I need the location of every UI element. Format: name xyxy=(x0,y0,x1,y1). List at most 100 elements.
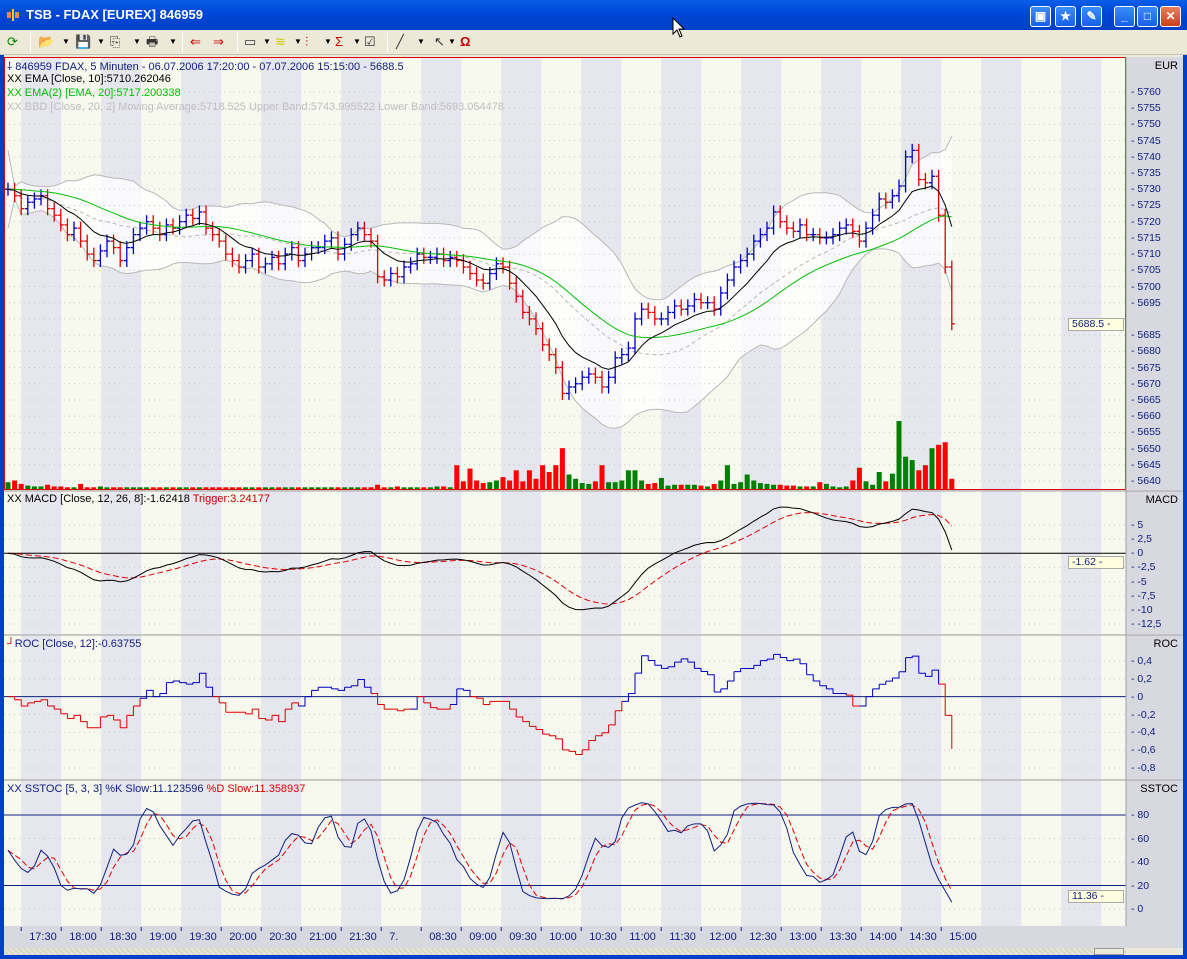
axis-tick-label: - -0,4 xyxy=(1131,726,1156,739)
copy-icon[interactable]: ⎘ xyxy=(110,34,121,49)
ohlc-bar xyxy=(731,260,737,287)
volume-bar xyxy=(368,487,374,489)
ohlc-bar xyxy=(889,189,896,209)
chevron-down-icon[interactable]: ▼ xyxy=(133,37,141,46)
volume-bar xyxy=(599,465,605,489)
chevron-down-icon[interactable]: ▼ xyxy=(97,37,105,46)
ohlc-bar xyxy=(480,273,487,290)
roc-step-segment xyxy=(133,698,141,707)
volume-bar xyxy=(454,465,460,489)
time-axis-label: 14:30 xyxy=(909,931,937,943)
leaf-icon[interactable]: ✎ xyxy=(1081,6,1102,27)
axis-tick-label: - 5745 xyxy=(1131,134,1161,147)
scroll-left-icon[interactable]: ⇐ xyxy=(190,34,201,49)
roc-step-segment xyxy=(252,708,260,719)
roc-step-segment xyxy=(417,696,425,703)
time-stripe xyxy=(1061,780,1102,926)
volume-bar xyxy=(170,487,176,489)
ohlc-bar xyxy=(275,250,282,271)
time-axis-label: 14:00 xyxy=(869,931,897,943)
ohlc-bar xyxy=(302,247,308,268)
pointer-icon[interactable]: ↖ xyxy=(434,34,445,49)
time-axis-label: 13:00 xyxy=(789,931,817,943)
close-button[interactable]: ✕ xyxy=(1160,6,1181,27)
roc-step-segment xyxy=(925,670,933,677)
volume-bar xyxy=(447,487,453,489)
roc-step-segment xyxy=(100,715,108,718)
sigma-icon[interactable]: Σ xyxy=(335,34,344,49)
volume-bar xyxy=(540,465,546,489)
axis-tick-label: - 5735 xyxy=(1131,167,1161,180)
magnet-icon[interactable]: Ω xyxy=(460,34,471,49)
volume-bar xyxy=(837,487,843,489)
roc-step-segment xyxy=(21,702,29,707)
bollinger-lower-band xyxy=(7,197,953,429)
roc-step-segment xyxy=(806,674,814,682)
roc-legend-text: ROC [Close, 12]:-0.63755 xyxy=(14,638,142,650)
volume-bar xyxy=(348,487,354,489)
macd-trigger-legend: Trigger:3.24177 xyxy=(192,493,270,505)
chevron-down-icon[interactable]: ▼ xyxy=(263,37,271,46)
ohlc-bar xyxy=(361,221,368,242)
roc-step-segment xyxy=(140,690,148,699)
draw-line-icon[interactable]: ╱ xyxy=(396,34,404,49)
star-icon[interactable]: ★ xyxy=(1055,6,1076,27)
ohlc-bar xyxy=(137,221,143,242)
axis-tick-label: - 5730 xyxy=(1131,183,1161,196)
chevron-down-icon[interactable]: ▼ xyxy=(448,37,456,46)
pin-icon[interactable]: ▣ xyxy=(1030,6,1051,27)
ohlc-bar xyxy=(44,189,51,216)
scrollbar-thumb[interactable] xyxy=(1094,948,1124,955)
volume-bar xyxy=(302,487,308,489)
roc-step-segment xyxy=(476,697,484,705)
roc-step-segment xyxy=(760,659,768,662)
roc-step-segment xyxy=(245,709,253,715)
volume-bar xyxy=(790,485,796,489)
scroll-right-icon[interactable]: ⇒ xyxy=(213,34,224,49)
maximize-button[interactable]: □ xyxy=(1137,6,1158,27)
time-stripe xyxy=(661,57,702,490)
ohlc-bar xyxy=(625,341,632,362)
roc-step-segment xyxy=(265,715,273,721)
chevron-down-icon[interactable]: ▼ xyxy=(353,37,361,46)
volume-bar xyxy=(467,468,473,489)
time-axis-label: 11:00 xyxy=(629,931,656,943)
axis-tick-label: - 5695 xyxy=(1131,296,1161,309)
window-layout-icon[interactable]: ▭ xyxy=(244,34,257,49)
roc-step-segment xyxy=(602,724,610,734)
chevron-down-icon[interactable]: ▼ xyxy=(417,37,425,46)
axis-title-price: EUR xyxy=(1127,58,1181,74)
properties-icon[interactable]: ☑ xyxy=(364,34,376,49)
volume-bar xyxy=(731,483,737,489)
ohlc-bar xyxy=(533,312,539,336)
indicator-icon[interactable]: ≋ xyxy=(275,34,286,49)
roc-step-segment xyxy=(107,714,115,721)
save-icon[interactable]: 💾 xyxy=(75,34,92,49)
open-folder-icon[interactable]: 📂 xyxy=(38,34,55,49)
roc-step-segment xyxy=(674,658,682,663)
axis-title-roc: ROC xyxy=(1127,636,1181,652)
axis-tick-label: - 60 xyxy=(1131,832,1150,845)
candlestick-icon[interactable]: ⫶ xyxy=(305,34,309,49)
minimize-button[interactable]: _ xyxy=(1114,6,1135,27)
chevron-down-icon[interactable]: ▼ xyxy=(169,37,177,46)
roc-step-segment xyxy=(199,672,207,688)
print-icon[interactable]: 🖶 xyxy=(146,34,159,49)
volume-bar xyxy=(922,465,928,489)
chevron-down-icon[interactable]: ▼ xyxy=(294,37,302,46)
volume-bar xyxy=(51,486,57,489)
horizontal-scrollbar[interactable] xyxy=(4,948,1126,955)
roc-step-segment xyxy=(945,714,953,749)
refresh-icon[interactable]: ⟳ xyxy=(7,34,18,49)
time-stripe xyxy=(261,491,302,634)
roc-step-segment xyxy=(522,721,530,727)
volume-bar xyxy=(295,487,301,489)
ohlc-bar xyxy=(750,234,757,261)
ohlc-bar xyxy=(381,270,388,287)
chevron-down-icon[interactable]: ▼ xyxy=(324,37,332,46)
time-stripe xyxy=(981,491,1022,634)
volume-bar xyxy=(282,487,288,489)
chevron-down-icon[interactable]: ▼ xyxy=(62,37,70,46)
roc-step-segment xyxy=(450,688,458,705)
